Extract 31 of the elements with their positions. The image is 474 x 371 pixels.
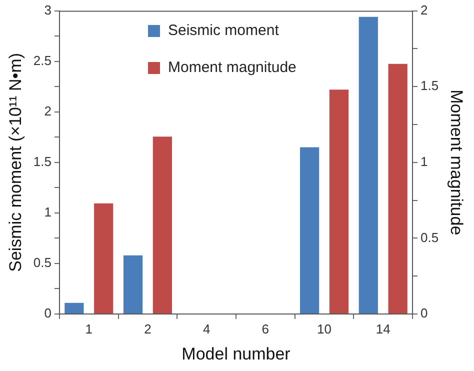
legend-label: Seismic moment (168, 22, 279, 39)
y-tick-label: 0.5 (33, 255, 52, 270)
bar (64, 302, 84, 314)
x-axis-title: Model number (182, 344, 291, 364)
y2-axis-title: Moment magnitude (447, 90, 466, 236)
x-tick-label: 1 (85, 321, 93, 336)
y-tick-label: 3 (44, 2, 52, 18)
bar (388, 64, 408, 314)
bar (94, 203, 114, 314)
x-tick-label: 4 (202, 321, 210, 336)
y-tick-label: 0 (44, 306, 52, 321)
y2-tick-label: 0 (420, 306, 428, 321)
y-tick-label: 1 (44, 204, 52, 220)
y-tick-label: 1.5 (33, 154, 52, 169)
y-tick-label: 2.5 (33, 52, 52, 68)
y2-tick-label: 1.5 (420, 78, 439, 94)
bar (300, 147, 320, 314)
bar (152, 136, 172, 314)
bar (329, 90, 349, 314)
y2-tick-label: 0.5 (420, 230, 439, 245)
bar (358, 16, 378, 314)
x-tick-label: 6 (262, 321, 270, 336)
y-axis-title: Seismic moment (×10¹¹ N•m) (6, 52, 25, 272)
y2-tick-label: 1 (420, 154, 428, 169)
y2-tick-label: 2 (420, 2, 428, 18)
x-tick-label: 14 (376, 321, 390, 336)
x-tick-label: 10 (317, 321, 332, 336)
y-tick-label: 2 (44, 103, 52, 118)
legend-label: Moment magnitude (168, 59, 296, 76)
bar (123, 255, 143, 314)
x-tick-label: 2 (144, 321, 152, 336)
